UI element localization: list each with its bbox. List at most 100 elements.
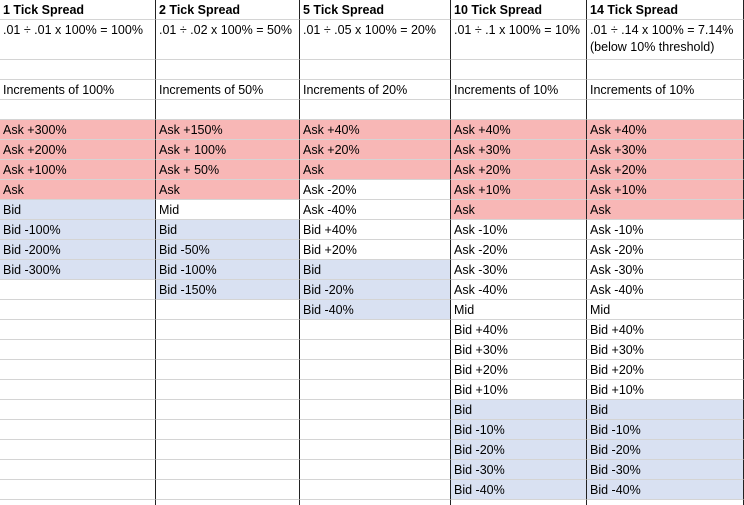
cell: Mid: [451, 300, 587, 320]
cell: [451, 500, 587, 505]
cell: .01 ÷ .05 x 100% = 20%: [300, 20, 451, 60]
price-level: Ask +20%: [590, 163, 647, 177]
price-level: Bid -30%: [454, 463, 505, 477]
cell: Bid +40%: [587, 320, 744, 340]
cell: Ask -40%: [451, 280, 587, 300]
cell: Bid +10%: [587, 380, 744, 400]
price-level: Bid +20%: [303, 243, 357, 257]
cell: Ask +300%: [0, 120, 156, 140]
cell: Ask +30%: [451, 140, 587, 160]
price-level: Bid -50%: [159, 243, 210, 257]
column-header: 2 Tick Spread: [159, 3, 241, 17]
cell: 10 Tick Spread: [451, 0, 587, 20]
cell: [300, 500, 451, 505]
cell: [587, 60, 744, 80]
price-level: Ask: [159, 183, 180, 197]
cell: Ask -10%: [451, 220, 587, 240]
increments: Increments of 10%: [590, 83, 695, 97]
formula: .01 ÷ .1 x 100% = 10%: [454, 23, 581, 37]
cell: Bid +30%: [451, 340, 587, 360]
price-level: Bid -150%: [159, 283, 217, 297]
price-level: Ask +150%: [159, 123, 223, 137]
cell: Ask +20%: [587, 160, 744, 180]
cell: Ask -10%: [587, 220, 744, 240]
cell: Bid -40%: [300, 300, 451, 320]
price-level: Bid -30%: [590, 463, 641, 477]
price-level: Ask +30%: [590, 143, 647, 157]
increments: Increments of 100%: [3, 83, 115, 97]
note: (below 10% threshold): [590, 40, 715, 54]
cell: [300, 100, 451, 120]
cell: 5 Tick Spread: [300, 0, 451, 20]
price-level: Ask: [590, 203, 611, 217]
formula: .01 ÷ .02 x 100% = 50%: [159, 23, 292, 37]
price-level: Ask +100%: [3, 163, 67, 177]
column-header: 10 Tick Spread: [454, 3, 543, 17]
cell: Ask: [0, 180, 156, 200]
cell: [300, 60, 451, 80]
cell: Ask: [300, 160, 451, 180]
cell: [587, 100, 744, 120]
price-level: Bid +40%: [303, 223, 357, 237]
cell: Bid -100%: [156, 260, 300, 280]
cell: 14 Tick Spread: [587, 0, 744, 20]
price-level: Bid -200%: [3, 243, 61, 257]
price-level: Ask +20%: [303, 143, 360, 157]
cell: [300, 360, 451, 380]
increments: Increments of 50%: [159, 83, 264, 97]
cell: [0, 440, 156, 460]
cell: Bid -40%: [451, 480, 587, 500]
cell: [300, 340, 451, 360]
price-level: Bid +40%: [454, 323, 508, 337]
price-level: Bid: [303, 263, 322, 277]
cell: Ask -20%: [587, 240, 744, 260]
price-level: Bid: [454, 403, 473, 417]
cell: [0, 360, 156, 380]
cell: [156, 420, 300, 440]
cell: Bid -10%: [587, 420, 744, 440]
cell: Increments of 100%: [0, 80, 156, 100]
cell: Ask +200%: [0, 140, 156, 160]
cell: [0, 340, 156, 360]
cell: Bid: [300, 260, 451, 280]
price-level: Bid -20%: [590, 443, 641, 457]
cell: [156, 360, 300, 380]
cell: Ask -40%: [300, 200, 451, 220]
cell: [300, 380, 451, 400]
cell: Bid -20%: [451, 440, 587, 460]
cell: Bid -50%: [156, 240, 300, 260]
price-level: Ask +300%: [3, 123, 67, 137]
cell: [156, 320, 300, 340]
column-header: 14 Tick Spread: [590, 3, 679, 17]
cell: Ask: [451, 200, 587, 220]
price-level: Bid +20%: [590, 363, 644, 377]
cell: [300, 420, 451, 440]
cell: Ask: [587, 200, 744, 220]
cell: [0, 300, 156, 320]
price-level: Ask +10%: [590, 183, 647, 197]
cell: Bid -40%: [587, 480, 744, 500]
price-level: Bid: [590, 403, 609, 417]
price-level: Mid: [590, 303, 611, 317]
cell: [300, 440, 451, 460]
cell: [0, 460, 156, 480]
price-level: Ask +40%: [590, 123, 647, 137]
cell: [451, 60, 587, 80]
cell: Ask -20%: [451, 240, 587, 260]
price-level: Ask -10%: [454, 223, 508, 237]
cell: Mid: [587, 300, 744, 320]
increments: Increments of 20%: [303, 83, 408, 97]
cell: Bid: [451, 400, 587, 420]
price-level: Ask -20%: [590, 243, 644, 257]
cell: [0, 480, 156, 500]
cell: [156, 460, 300, 480]
cell: Ask +20%: [451, 160, 587, 180]
cell: Bid -30%: [587, 460, 744, 480]
price-level: Bid -40%: [454, 483, 505, 497]
cell: [156, 100, 300, 120]
price-level: Bid: [159, 223, 178, 237]
cell: [0, 380, 156, 400]
price-level: Ask + 100%: [159, 143, 227, 157]
cell: [156, 60, 300, 80]
cell: Ask -20%: [300, 180, 451, 200]
